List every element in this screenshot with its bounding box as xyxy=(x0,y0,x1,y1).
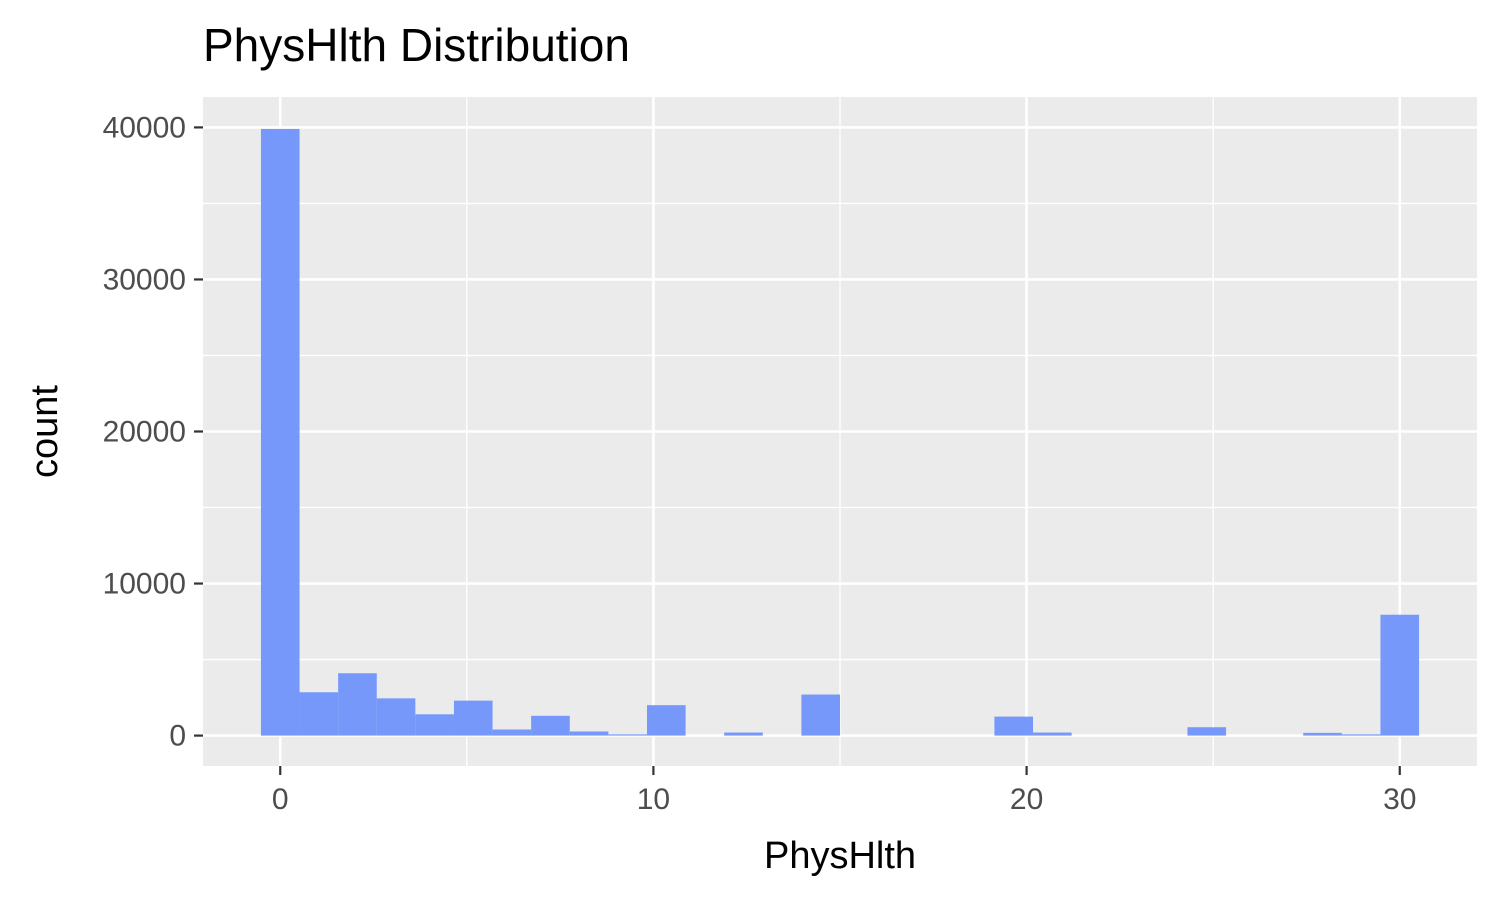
histogram-bar xyxy=(1341,734,1381,736)
histogram-bar xyxy=(1303,732,1342,736)
histogram-bar xyxy=(531,715,570,736)
y-tick-label: 30000 xyxy=(103,263,186,296)
x-tick-label: 10 xyxy=(637,783,670,816)
histogram-bar xyxy=(801,694,841,736)
histogram-bar xyxy=(1187,727,1227,736)
histogram-bar xyxy=(415,714,454,736)
y-tick-label: 0 xyxy=(169,720,186,753)
y-axis-title: count xyxy=(24,385,66,478)
histogram-bar xyxy=(492,729,532,736)
x-tick-label: 0 xyxy=(272,783,289,816)
y-tick-label: 10000 xyxy=(103,568,186,601)
histogram-bar xyxy=(453,700,493,736)
histogram-bar xyxy=(299,692,339,736)
histogram-bar xyxy=(994,716,1034,736)
y-tick-label: 40000 xyxy=(103,111,186,144)
x-tick-label: 20 xyxy=(1010,783,1043,816)
x-axis-title: PhysHlth xyxy=(764,835,916,877)
x-tick-label: 30 xyxy=(1383,783,1416,816)
histogram-bar xyxy=(646,705,686,736)
histogram-bar xyxy=(608,734,647,736)
histogram-bar xyxy=(376,698,416,736)
histogram-bar xyxy=(338,673,377,736)
histogram-bars xyxy=(260,128,1420,736)
axes: 0 10 20 30 0 10000 20000 30000 40000 xyxy=(103,111,1417,816)
y-tick-label: 20000 xyxy=(103,416,186,449)
histogram-bar xyxy=(569,731,609,736)
histogram-bar xyxy=(260,128,300,736)
histogram-bar xyxy=(1380,614,1420,736)
chart-title: PhysHlth Distribution xyxy=(203,19,630,71)
histogram-bar xyxy=(724,732,763,736)
histogram-bar xyxy=(1033,732,1072,736)
